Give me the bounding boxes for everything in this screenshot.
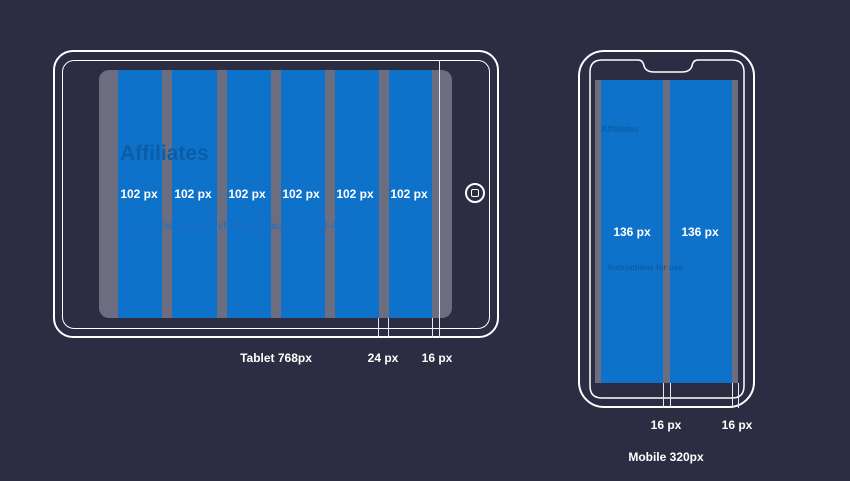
mobile-gutter-label: 16 px: [650, 418, 682, 432]
tablet-gutter-marker-right: [388, 318, 389, 338]
tablet-column-5: [335, 70, 379, 318]
tablet-home-button-icon: [471, 189, 479, 197]
mobile-column-2: [670, 80, 732, 383]
tablet-referral-link: https://studygy.com/Referal/29acae31-b35…: [135, 221, 354, 232]
tablet-column-label-4: 102 px: [282, 187, 320, 201]
mobile-outer-frame: [578, 50, 755, 408]
tablet-gutter-marker-left: [378, 318, 379, 338]
tablet-column-2: [172, 70, 217, 318]
tablet-column-label-6: 102 px: [390, 187, 428, 201]
tablet-margin-marker-left: [432, 318, 433, 338]
tablet-column-label-5: 102 px: [336, 187, 374, 201]
tablet-inner-frame: [62, 60, 490, 329]
tablet-column-label-3: 102 px: [228, 187, 266, 201]
tablet-page-title: Affiliates: [120, 142, 209, 165]
mobile-gutter-marker-left: [663, 383, 664, 408]
mobile-section-title: Instructions for use: [608, 263, 683, 272]
tablet-home-button: [465, 183, 485, 203]
tablet-column-1: [118, 70, 162, 318]
mobile-screen: Affiliates Instructions for use: [595, 80, 738, 383]
tablet-column-3: [227, 70, 271, 318]
tablet-screen: Affiliates https://studygy.com/Referal/2…: [99, 70, 452, 318]
mobile-caption: Mobile 320px: [628, 450, 704, 464]
tablet-margin-marker-right: [439, 60, 440, 338]
mobile-page-title: Affiliates: [601, 124, 640, 134]
tablet-column-4: [281, 70, 325, 318]
tablet-gutter-label: 24 px: [367, 351, 399, 365]
mobile-margin-marker-left: [732, 383, 733, 408]
mobile-margin-marker-right: [738, 383, 739, 408]
tablet-margin-label: 16 px: [421, 351, 453, 365]
mobile-gutter-marker-right: [670, 383, 671, 408]
tablet-column-6: [389, 70, 432, 318]
mobile-column-label-2: 136 px: [681, 225, 719, 239]
tablet-caption: Tablet 768px: [240, 351, 312, 365]
mobile-column-label-1: 136 px: [613, 225, 651, 239]
mobile-inner-frame-with-notch: [589, 59, 745, 399]
tablet-column-label-2: 102 px: [174, 187, 212, 201]
mobile-column-1: [601, 80, 663, 383]
tablet-outer-frame: [53, 50, 499, 338]
mobile-margin-label: 16 px: [721, 418, 753, 432]
tablet-column-label-1: 102 px: [120, 187, 158, 201]
